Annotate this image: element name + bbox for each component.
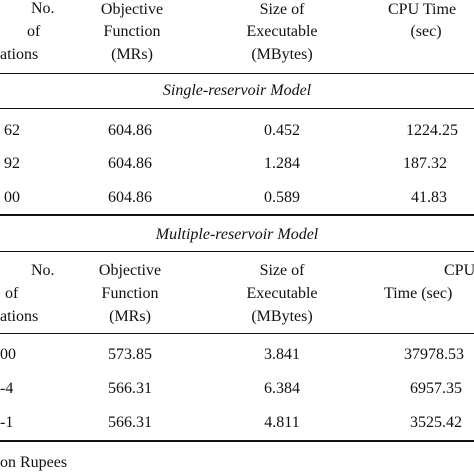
header-objective-line3: (MRs) xyxy=(111,46,153,63)
multi-row2-cpu: 6957.35 xyxy=(410,380,462,397)
header-cpu-line1: CPU Time xyxy=(388,1,457,18)
multi-row1-iterations: 00 xyxy=(0,346,16,363)
table-divider xyxy=(0,214,474,216)
multi-header-divider xyxy=(0,333,474,334)
section-title-multiple: Multiple-reservoir Model xyxy=(155,226,319,243)
multi-header-no-line2: of xyxy=(5,285,19,302)
header-objective-line1: Objective xyxy=(100,1,164,18)
single-row2-iterations: 92 xyxy=(4,155,20,172)
multi-header-objective-line2: Function xyxy=(101,285,159,302)
multi-header-no-line1: No. xyxy=(31,262,55,279)
header-size-line3: (MBytes) xyxy=(251,46,313,63)
single-row1-cpu: 1224.25 xyxy=(406,122,458,139)
footnote: on Rupees xyxy=(0,454,68,471)
single-row2-size: 1.284 xyxy=(264,155,300,172)
multi-row3-objective: 566.31 xyxy=(108,414,152,431)
multi-row2-objective: 566.31 xyxy=(108,380,152,397)
header-size-line1: Size of xyxy=(259,1,305,18)
multi-row3-size: 4.811 xyxy=(264,414,300,431)
multi-row3-iterations: -1 xyxy=(0,414,14,431)
section-divider-single xyxy=(0,108,474,109)
single-row1-iterations: 62 xyxy=(4,122,20,139)
single-row3-objective: 604.86 xyxy=(108,189,152,206)
single-row3-size: 0.589 xyxy=(264,189,300,206)
multi-header-objective-line1: Objective xyxy=(98,262,162,279)
multi-row2-iterations: -4 xyxy=(0,380,14,397)
single-row1-objective: 604.86 xyxy=(108,122,152,139)
single-row2-cpu: 187.32 xyxy=(403,155,447,172)
header-size-line2: Executable xyxy=(246,23,318,40)
single-row1-size: 0.452 xyxy=(264,122,300,139)
header-no-line2: of xyxy=(27,23,41,40)
multi-header-no-line3: ations xyxy=(0,308,39,325)
multi-header-size-line1: Size of xyxy=(259,262,305,279)
multi-row2-size: 6.384 xyxy=(264,380,300,397)
multi-header-objective-line3: (MRs) xyxy=(109,308,151,325)
header-objective-line2: Function xyxy=(103,23,161,40)
table-bottom-rule xyxy=(0,440,474,442)
multi-header-size-line3: (MBytes) xyxy=(251,308,313,325)
header-cpu-line2: (sec) xyxy=(410,23,442,40)
header-no-line3: ations xyxy=(0,46,39,63)
multi-row1-size: 3.841 xyxy=(264,346,300,363)
section-title-single: Single-reservoir Model xyxy=(162,82,312,99)
multi-header-cpu-line1: CPU xyxy=(444,262,474,279)
multi-row3-cpu: 3525.42 xyxy=(410,414,462,431)
single-row3-iterations: 00 xyxy=(4,189,20,206)
header-no-line1: No. xyxy=(31,0,55,17)
multi-header-size-line2: Executable xyxy=(246,285,318,302)
single-row3-cpu: 41.83 xyxy=(411,189,447,206)
multi-header-cpu-line2: Time (sec) xyxy=(384,285,453,302)
multi-row1-cpu: 37978.53 xyxy=(404,346,464,363)
multi-row1-objective: 573.85 xyxy=(108,346,152,363)
single-row2-objective: 604.86 xyxy=(108,155,152,172)
header-divider xyxy=(0,73,474,74)
section-divider-multiple xyxy=(0,251,474,252)
